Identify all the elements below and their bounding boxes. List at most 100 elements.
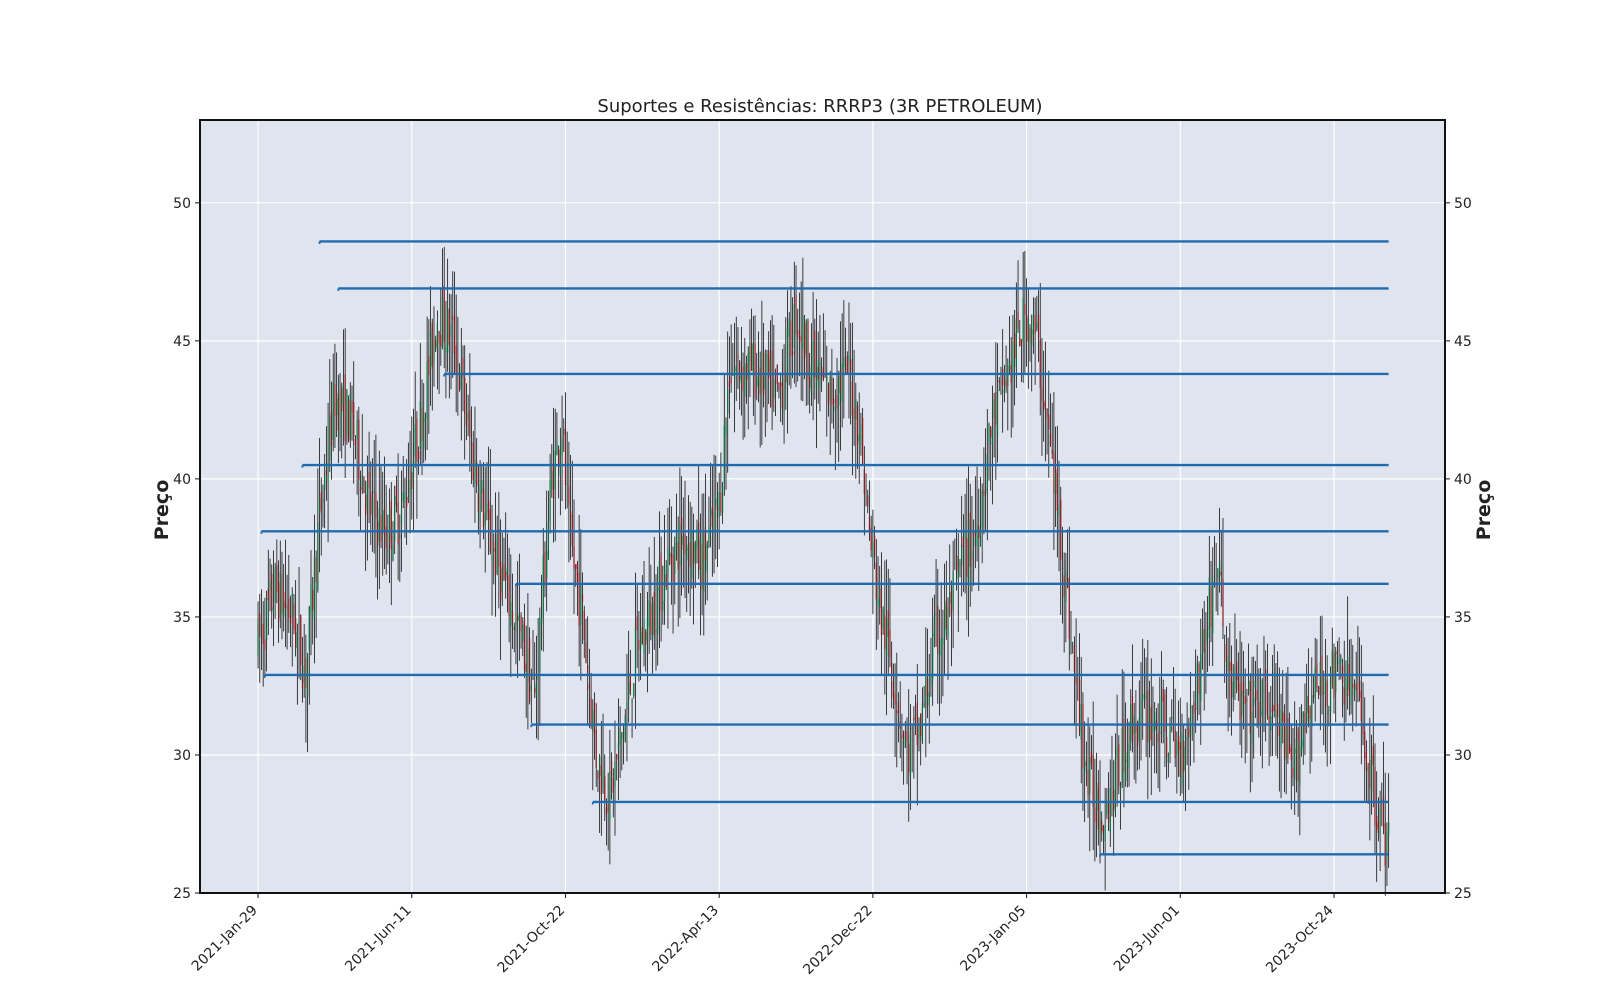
candle-body (1065, 571, 1067, 603)
candle-body (950, 591, 953, 615)
candle-body (416, 418, 418, 462)
candle-body (640, 631, 642, 650)
candle-body (453, 314, 456, 354)
candle-body (940, 638, 942, 656)
candle-body (1239, 683, 1241, 720)
candle-body (739, 361, 741, 380)
candle-body (629, 672, 631, 694)
candle-body (634, 626, 637, 680)
candle-body (1097, 783, 1099, 830)
candle-body (894, 692, 896, 705)
candle-body (310, 584, 312, 614)
candle-body (1285, 726, 1287, 761)
candle-body (539, 617, 541, 672)
candle-body (609, 771, 611, 821)
candle-body (706, 543, 708, 572)
candle-body (803, 322, 806, 358)
candle-body (363, 476, 365, 493)
candle-body (460, 366, 462, 389)
candle-body (1277, 703, 1279, 718)
candle-body (1181, 732, 1183, 787)
candle-body (1152, 723, 1154, 731)
candle-body (488, 500, 490, 520)
candle-body (686, 544, 688, 561)
candle-body (272, 607, 275, 613)
candle-body (679, 522, 681, 567)
candle-body (428, 356, 430, 376)
candle-body (995, 391, 997, 425)
candle-body (914, 713, 917, 716)
candle-body (1005, 379, 1007, 387)
candle-body (325, 470, 327, 476)
candle-body (573, 546, 575, 569)
candle-body (549, 480, 551, 521)
candle-body (810, 366, 812, 393)
candle-body (1126, 759, 1128, 763)
candle-body (552, 463, 555, 499)
candle-body (1131, 696, 1134, 741)
candle-body (735, 365, 737, 371)
candle-body (933, 616, 935, 637)
candle-body (537, 674, 539, 680)
candle-body (795, 295, 797, 336)
candle-body (1154, 712, 1156, 731)
candle-body (908, 743, 910, 773)
candle-body (713, 511, 715, 531)
candle-body (1377, 822, 1379, 829)
candle-body (440, 335, 442, 347)
candle-body (464, 377, 466, 415)
candle-body (1107, 801, 1110, 822)
candle-body (848, 355, 850, 363)
candle-body (1234, 665, 1236, 689)
candle-body (284, 592, 286, 609)
candle-body (657, 587, 659, 635)
candle-body (1084, 759, 1086, 773)
y-tick-label-right: 45 (1454, 334, 1472, 350)
candle-body (952, 570, 954, 610)
candle-body (535, 682, 538, 698)
candle-body (873, 536, 876, 557)
candle-body (633, 683, 635, 697)
candle-body (1335, 652, 1337, 693)
candle-body (1266, 682, 1268, 715)
y-axis-right: 25 30 35 40 45 50 (1445, 196, 1472, 902)
candle-body (996, 389, 999, 436)
candle-body (1256, 689, 1258, 701)
candle-body (324, 475, 326, 491)
candle-body (1299, 746, 1301, 785)
candle-body (831, 377, 833, 406)
candle-body (1347, 657, 1349, 690)
candle-body (969, 512, 971, 567)
candle-body (534, 687, 536, 693)
candle-body (1268, 716, 1270, 725)
candle-body (814, 330, 816, 378)
candle-body (696, 525, 698, 550)
candle-body (937, 606, 939, 654)
candle-body (699, 538, 701, 576)
candle-body (1027, 317, 1029, 342)
candle-body (1166, 737, 1168, 756)
candle-body (1051, 449, 1053, 455)
candle-body (667, 547, 669, 578)
candle-body (547, 521, 549, 560)
candle-body (1273, 704, 1275, 711)
candle-body (923, 703, 925, 706)
candle-body (1048, 414, 1050, 429)
candle-body (617, 743, 620, 750)
candle-body (337, 392, 339, 431)
candle-body (450, 324, 452, 337)
candle-body (865, 489, 867, 491)
candle-body (390, 500, 392, 550)
candle-body (313, 557, 316, 620)
candle-body (286, 605, 288, 608)
candle-body (716, 507, 719, 510)
candle-body (370, 491, 372, 515)
candle-body (1237, 673, 1239, 691)
candle-body (289, 615, 292, 624)
candle-body (616, 754, 618, 760)
candle-body (1306, 696, 1308, 722)
candle-body (723, 425, 725, 484)
support-resistance-lines (260, 240, 1389, 857)
candle-body (1218, 561, 1221, 576)
candle-body (470, 441, 473, 446)
